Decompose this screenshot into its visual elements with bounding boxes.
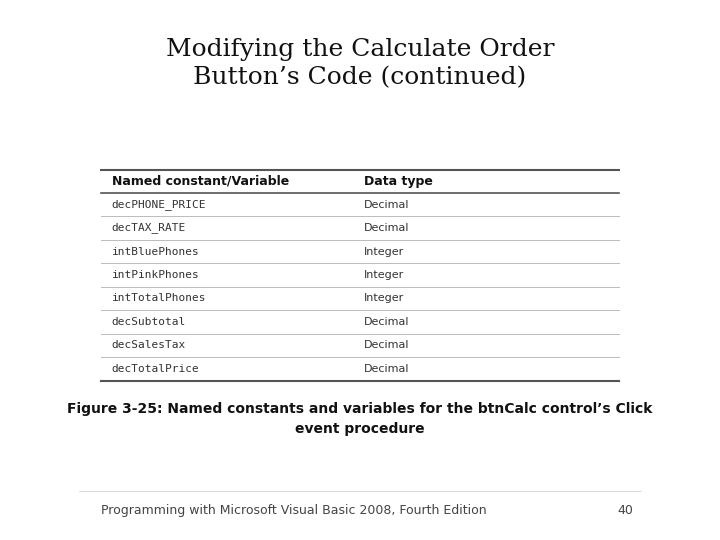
Text: decTotalPrice: decTotalPrice [112,364,199,374]
Text: Decimal: Decimal [364,223,409,233]
Text: Figure 3-25: Named constants and variables for the btnCalc control’s Click
event: Figure 3-25: Named constants and variabl… [67,402,653,436]
Text: Decimal: Decimal [364,199,409,210]
Text: Modifying the Calculate Order
Button’s Code (continued): Modifying the Calculate Order Button’s C… [166,38,554,89]
Text: Integer: Integer [364,293,404,303]
Text: Data type: Data type [364,175,433,188]
Text: intBluePhones: intBluePhones [112,246,199,256]
Text: Programming with Microsoft Visual Basic 2008, Fourth Edition: Programming with Microsoft Visual Basic … [101,504,487,517]
Text: Named constant/Variable: Named constant/Variable [112,175,289,188]
Text: Integer: Integer [364,270,404,280]
Text: decSubtotal: decSubtotal [112,317,186,327]
Text: Decimal: Decimal [364,340,409,350]
Text: decTAX_RATE: decTAX_RATE [112,222,186,233]
Text: Decimal: Decimal [364,317,409,327]
Text: Integer: Integer [364,246,404,256]
Text: decSalesTax: decSalesTax [112,340,186,350]
Text: 40: 40 [618,504,634,517]
Text: Decimal: Decimal [364,364,409,374]
Text: intTotalPhones: intTotalPhones [112,293,206,303]
Text: intPinkPhones: intPinkPhones [112,270,199,280]
Text: decPHONE_PRICE: decPHONE_PRICE [112,199,206,210]
